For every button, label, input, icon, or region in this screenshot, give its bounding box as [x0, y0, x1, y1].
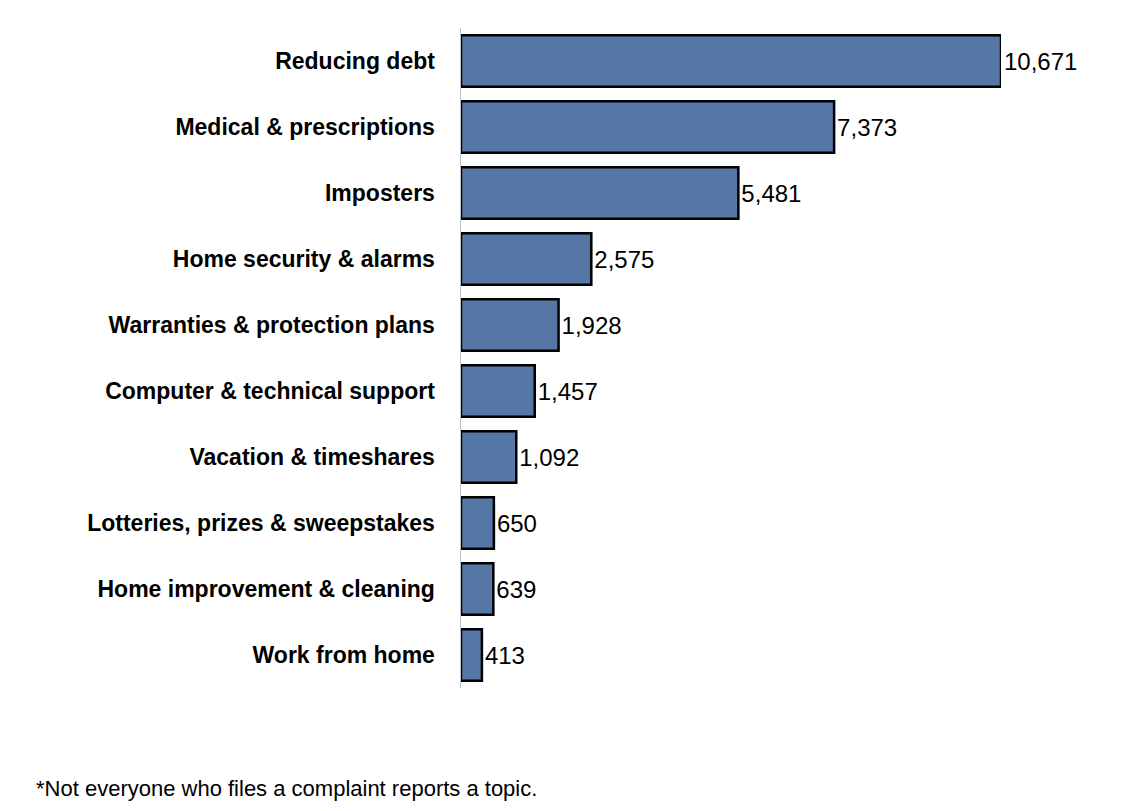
svg-text:Lotteries, prizes & sweepstake: Lotteries, prizes & sweepstakes [87, 510, 435, 536]
svg-text:2,575: 2,575 [594, 246, 654, 273]
svg-text:413: 413 [485, 642, 525, 669]
svg-text:1,092: 1,092 [519, 444, 579, 471]
svg-text:639: 639 [496, 576, 536, 603]
svg-text:1,928: 1,928 [562, 312, 622, 339]
svg-text:*Not everyone who files a comp: *Not everyone who files a complaint repo… [36, 776, 537, 801]
svg-text:Medical & prescriptions: Medical & prescriptions [175, 114, 434, 140]
svg-text:5,481: 5,481 [741, 180, 801, 207]
svg-text:Computer & technical support: Computer & technical support [105, 378, 435, 404]
svg-text:Home security & alarms: Home security & alarms [173, 246, 435, 272]
svg-text:Warranties & protection plans: Warranties & protection plans [109, 312, 435, 338]
svg-text:10,671: 10,671 [1004, 48, 1077, 75]
svg-text:Reducing debt: Reducing debt [275, 48, 435, 74]
svg-text:Imposters: Imposters [325, 180, 435, 206]
svg-text:650: 650 [497, 510, 537, 537]
svg-text:Vacation & timeshares: Vacation & timeshares [189, 444, 434, 470]
svg-text:1,457: 1,457 [538, 378, 598, 405]
svg-text:Home improvement & cleaning: Home improvement & cleaning [97, 576, 434, 602]
svg-text:Work from home: Work from home [253, 642, 435, 668]
svg-text:7,373: 7,373 [837, 114, 897, 141]
